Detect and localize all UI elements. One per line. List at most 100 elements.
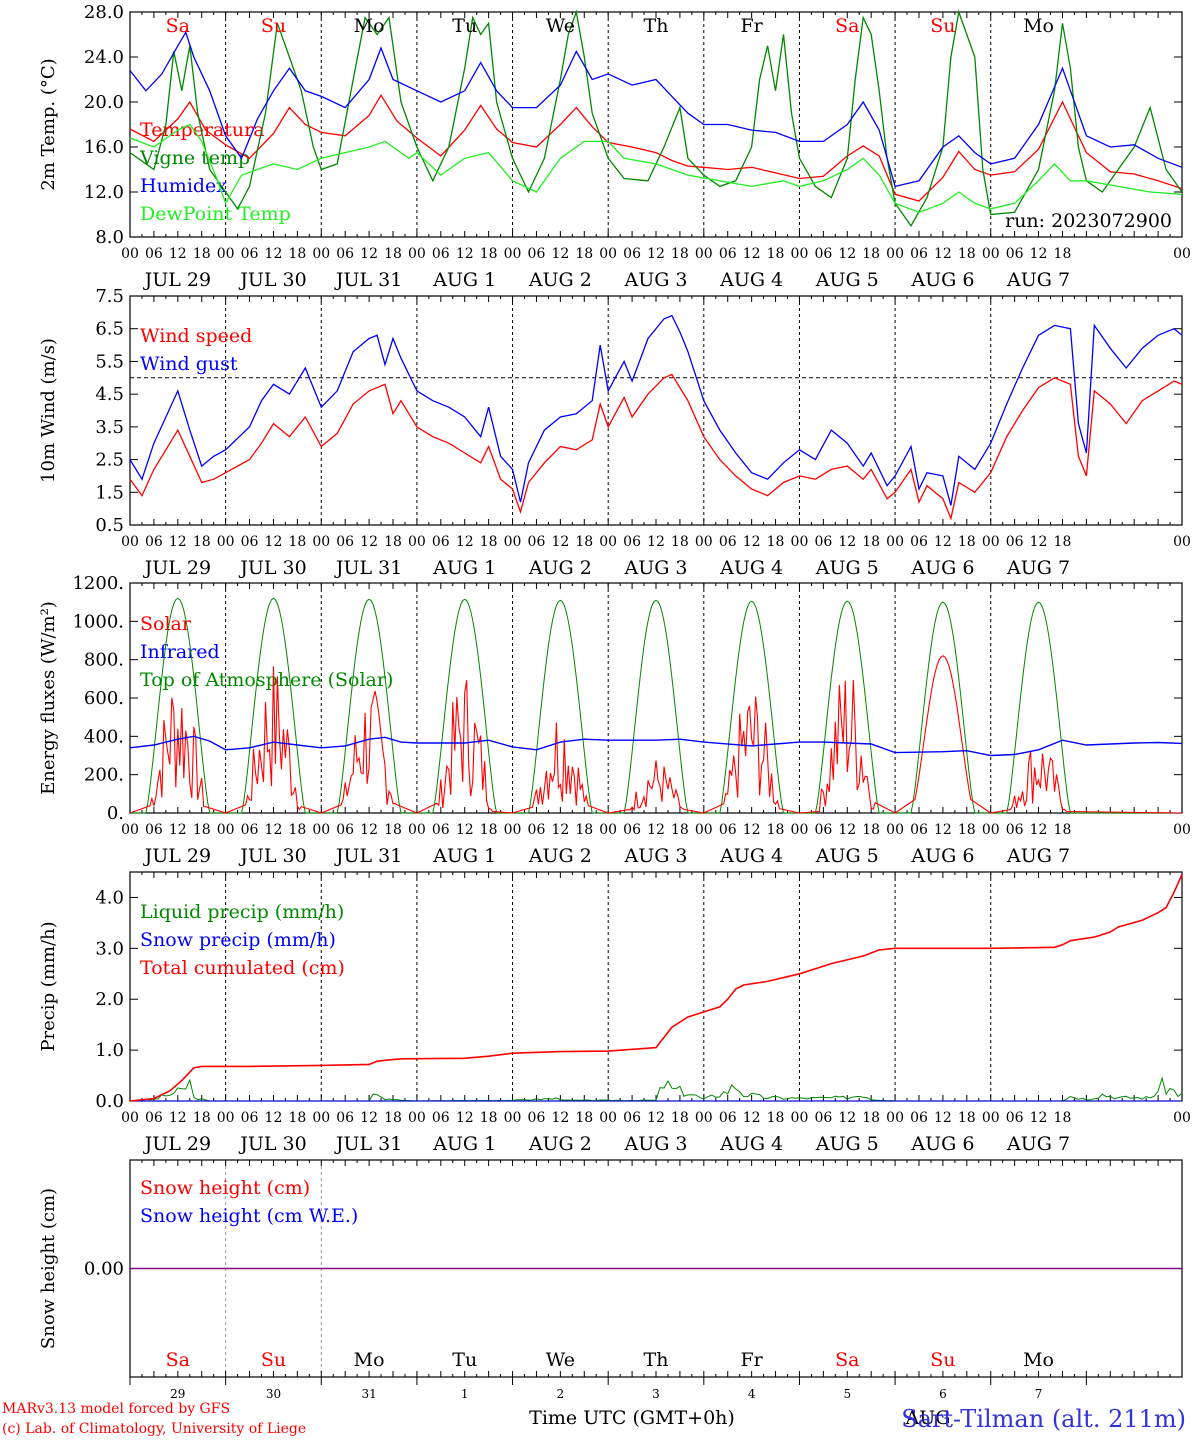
hour-label: 18	[288, 822, 306, 838]
date-label: AUG 1	[432, 557, 496, 579]
hour-label: 00	[217, 822, 235, 838]
month-label: AUG	[905, 1407, 951, 1429]
hour-label: 12	[838, 534, 856, 550]
date-label: AUG 6	[910, 1133, 974, 1155]
legend-entry: Snow height (cm)	[140, 1177, 310, 1199]
hour-label: 12	[1030, 1110, 1048, 1126]
hour-label: 00	[312, 246, 330, 262]
hour-label: 18	[958, 1110, 976, 1126]
hour-label: 12	[169, 1110, 187, 1126]
hour-label: 06	[336, 246, 354, 262]
y-tick-label: 800.	[84, 650, 124, 671]
y-tick-label: 0.5	[95, 515, 124, 536]
hour-label: 06	[623, 822, 641, 838]
hour-label: 06	[623, 534, 641, 550]
y-tick-label: 7.5	[95, 286, 124, 307]
hour-label: 06	[623, 1110, 641, 1126]
x-axis-label: Time UTC (GMT+0h)	[529, 1407, 735, 1429]
date-label: JUL 30	[238, 845, 306, 867]
hour-label: 00	[791, 822, 809, 838]
hour-label: 00	[599, 534, 617, 550]
date-label: AUG 6	[910, 269, 974, 291]
hour-label: 06	[432, 1110, 450, 1126]
hour-label: 18	[767, 534, 785, 550]
date-label: AUG 7	[1006, 269, 1070, 291]
y-axis-label: Precip (mm/h)	[38, 921, 59, 1051]
hour-label: 18	[193, 1110, 211, 1126]
y-tick-label: 600.	[84, 688, 124, 709]
hour-label: 18	[288, 534, 306, 550]
hour-label: 06	[910, 246, 928, 262]
hour-label: 12	[838, 246, 856, 262]
hour-label: 12	[647, 1110, 665, 1126]
day-name: Mo	[1023, 15, 1054, 37]
hour-label: 00	[217, 534, 235, 550]
y-tick-label: 28.0	[84, 2, 124, 23]
day-name: Th	[644, 15, 669, 37]
hour-label: 06	[241, 1110, 259, 1126]
panel-2: 0.5 1.5 2.5 3.5 4.5 5.5 6.5 7.5 10m Wind (m/s) 00…	[38, 286, 1191, 579]
solar-line	[129, 655, 1183, 814]
date-label: AUG 5	[815, 557, 879, 579]
y-tick-label: 3.5	[95, 417, 124, 438]
hour-label: 06	[432, 534, 450, 550]
legend-entry: Solar	[140, 613, 192, 635]
y-tick-label: 16.0	[84, 137, 124, 158]
date-label: AUG 1	[432, 269, 496, 291]
hour-label: 06	[145, 822, 163, 838]
day-name: Th	[644, 1349, 669, 1371]
hour-label: 00	[791, 1110, 809, 1126]
day-number: 6	[939, 1387, 947, 1401]
hour-label: 06	[145, 1110, 163, 1126]
hour-label: 00	[695, 1110, 713, 1126]
date-label: AUG 5	[815, 845, 879, 867]
date-label: AUG 4	[719, 557, 783, 579]
hour-label: 12	[169, 246, 187, 262]
legend-entry: Snow precip (mm/h)	[140, 929, 336, 951]
y-tick-label: 4.5	[95, 384, 124, 405]
hour-label: 18	[384, 534, 402, 550]
day-number: 3	[652, 1387, 660, 1401]
hour-label: 06	[432, 246, 450, 262]
y-axis-label: 2m Temp. (°C)	[38, 58, 59, 190]
y-tick-label: 1200.	[72, 573, 124, 594]
day-number: 5	[843, 1387, 851, 1401]
y-axis-label: 10m Wind (m/s)	[38, 338, 59, 483]
hour-label: 18	[575, 534, 593, 550]
y-tick-label: 2.0	[95, 989, 124, 1010]
date-label: AUG 7	[1006, 557, 1070, 579]
date-label: AUG 7	[1006, 1133, 1070, 1155]
hour-label: 12	[934, 534, 952, 550]
hour-label: 00	[599, 1110, 617, 1126]
hour-label: 06	[910, 1110, 928, 1126]
day-name: Tu	[452, 1349, 477, 1371]
y-axis-label: Energy fluxes (W/m²)	[38, 601, 59, 795]
meteogram-panels: 8.012.016.020.024.028.02m Temp. (°C)00 06…	[38, 2, 1191, 1429]
y-tick-label: 5.5	[95, 351, 124, 372]
hour-label: 00	[217, 1110, 235, 1126]
hour-label: 18	[862, 822, 880, 838]
total-cumulated-line	[129, 874, 1183, 1102]
hour-label: 00	[408, 534, 426, 550]
hour-label: 18	[958, 246, 976, 262]
date-label: AUG 1	[432, 1133, 496, 1155]
hour-label: 06	[910, 822, 928, 838]
y-tick-label: 0.0	[95, 1091, 124, 1112]
y-tick-label: 1000.	[72, 611, 124, 632]
y-tick-label: 200.	[84, 765, 124, 786]
date-label: JUL 30	[238, 1133, 306, 1155]
date-label: AUG 6	[910, 557, 974, 579]
hour-label: 00	[886, 822, 904, 838]
day-number: 29	[170, 1387, 185, 1401]
hour-label: 06	[241, 822, 259, 838]
date-label: JUL 31	[334, 845, 402, 867]
legend-entry: Infrared	[140, 641, 220, 663]
hour-label: 06	[814, 822, 832, 838]
date-label: JUL 29	[143, 557, 211, 579]
hour-label: 06	[336, 1110, 354, 1126]
hour-label: 12	[169, 534, 187, 550]
panel-4: 0.0 1.0 2.0 3.0 4.0 Precip (mm/h) 00 06 12 18 JUL …	[38, 871, 1191, 1155]
hour-label: 18	[671, 534, 689, 550]
hour-label: 00	[408, 1110, 426, 1126]
hour-label: 12	[743, 246, 761, 262]
